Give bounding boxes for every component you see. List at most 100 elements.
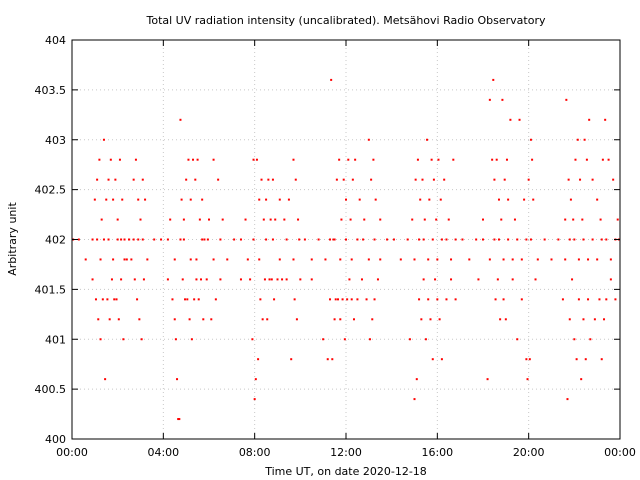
data-point bbox=[392, 238, 395, 241]
data-point bbox=[214, 298, 217, 301]
data-point bbox=[123, 238, 126, 241]
data-point bbox=[423, 218, 426, 221]
data-point bbox=[283, 218, 286, 221]
data-point bbox=[285, 238, 288, 241]
data-point bbox=[573, 238, 576, 241]
data-point bbox=[450, 258, 453, 261]
data-point bbox=[269, 218, 272, 221]
data-point bbox=[330, 78, 333, 81]
data-point bbox=[122, 338, 125, 341]
data-point bbox=[197, 298, 200, 301]
data-point bbox=[520, 258, 523, 261]
data-point bbox=[379, 258, 382, 261]
data-point bbox=[348, 278, 351, 281]
data-point bbox=[108, 318, 111, 321]
data-point bbox=[350, 298, 353, 301]
data-point bbox=[418, 238, 421, 241]
data-point bbox=[482, 218, 484, 221]
data-point bbox=[179, 118, 182, 121]
data-point bbox=[179, 238, 182, 241]
data-point bbox=[534, 278, 537, 281]
data-point bbox=[120, 278, 123, 281]
data-point bbox=[529, 138, 532, 141]
data-point bbox=[112, 198, 115, 201]
data-point bbox=[102, 238, 105, 241]
data-point bbox=[84, 258, 87, 261]
y-tick-label: 401.5 bbox=[35, 283, 67, 296]
data-point bbox=[176, 378, 179, 381]
data-point bbox=[262, 218, 265, 221]
data-point bbox=[418, 298, 421, 301]
data-point bbox=[495, 158, 498, 161]
data-point bbox=[347, 158, 350, 161]
data-point bbox=[285, 278, 288, 281]
data-point bbox=[491, 158, 494, 161]
data-point bbox=[93, 198, 96, 201]
data-point bbox=[582, 318, 585, 321]
data-point bbox=[210, 318, 213, 321]
data-point bbox=[536, 258, 539, 261]
data-point bbox=[185, 178, 188, 181]
data-point bbox=[525, 238, 528, 241]
data-point bbox=[406, 238, 409, 241]
x-tick-label: 04:00 bbox=[147, 446, 179, 459]
data-point bbox=[342, 178, 345, 181]
data-point bbox=[587, 298, 590, 301]
data-point bbox=[511, 258, 514, 261]
data-point bbox=[274, 218, 277, 221]
data-point bbox=[276, 278, 279, 281]
y-tick-label: 403.5 bbox=[35, 84, 67, 97]
data-point bbox=[113, 298, 116, 301]
x-tick-label: 16:00 bbox=[421, 446, 453, 459]
data-point bbox=[499, 318, 502, 321]
data-point bbox=[507, 198, 510, 201]
data-point bbox=[189, 258, 192, 261]
data-point bbox=[177, 418, 180, 421]
data-point bbox=[509, 118, 512, 121]
data-point bbox=[233, 238, 236, 241]
data-point bbox=[341, 298, 344, 301]
x-tick-label: 08:00 bbox=[239, 446, 271, 459]
data-point bbox=[513, 218, 516, 221]
data-point bbox=[488, 258, 491, 261]
data-point bbox=[244, 218, 247, 221]
data-point bbox=[202, 318, 205, 321]
data-point bbox=[105, 198, 108, 201]
data-point bbox=[332, 238, 335, 241]
data-point bbox=[178, 418, 181, 421]
data-point bbox=[193, 298, 196, 301]
data-point bbox=[195, 258, 198, 261]
data-point bbox=[503, 178, 506, 181]
data-point bbox=[583, 138, 586, 141]
data-point bbox=[133, 278, 136, 281]
data-point bbox=[493, 178, 496, 181]
data-point bbox=[98, 158, 101, 161]
data-point bbox=[125, 258, 128, 261]
data-point bbox=[528, 358, 531, 361]
data-point bbox=[114, 178, 117, 181]
data-point bbox=[345, 198, 347, 201]
data-point bbox=[516, 238, 519, 241]
data-point bbox=[452, 158, 455, 161]
data-point bbox=[420, 318, 423, 321]
data-point bbox=[134, 158, 137, 161]
data-point bbox=[588, 118, 591, 121]
data-point bbox=[116, 238, 119, 241]
data-point bbox=[447, 218, 450, 221]
data-point bbox=[571, 278, 574, 281]
data-point bbox=[356, 238, 359, 241]
data-point bbox=[609, 258, 612, 261]
data-point bbox=[273, 298, 276, 301]
data-point bbox=[303, 238, 306, 241]
data-point bbox=[577, 258, 580, 261]
data-point bbox=[335, 178, 338, 181]
data-point bbox=[169, 218, 172, 221]
data-point bbox=[254, 378, 257, 381]
y-tick-label: 403 bbox=[45, 134, 66, 147]
data-point bbox=[137, 238, 140, 241]
data-point bbox=[189, 198, 192, 201]
x-axis-label: Time UT, on date 2020-12-18 bbox=[264, 465, 427, 478]
data-point bbox=[436, 298, 439, 301]
data-point bbox=[166, 238, 169, 241]
